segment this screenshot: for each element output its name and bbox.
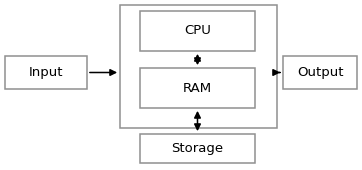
Bar	[120, 5, 277, 128]
Bar	[5, 56, 87, 89]
Text: CPU: CPU	[184, 24, 211, 38]
Bar	[140, 134, 255, 163]
Text: Input: Input	[29, 66, 63, 79]
Bar	[140, 11, 255, 51]
Text: RAM: RAM	[183, 81, 212, 95]
Text: Output: Output	[297, 66, 343, 79]
Bar	[283, 56, 357, 89]
Text: Storage: Storage	[172, 142, 224, 155]
Bar	[140, 68, 255, 108]
